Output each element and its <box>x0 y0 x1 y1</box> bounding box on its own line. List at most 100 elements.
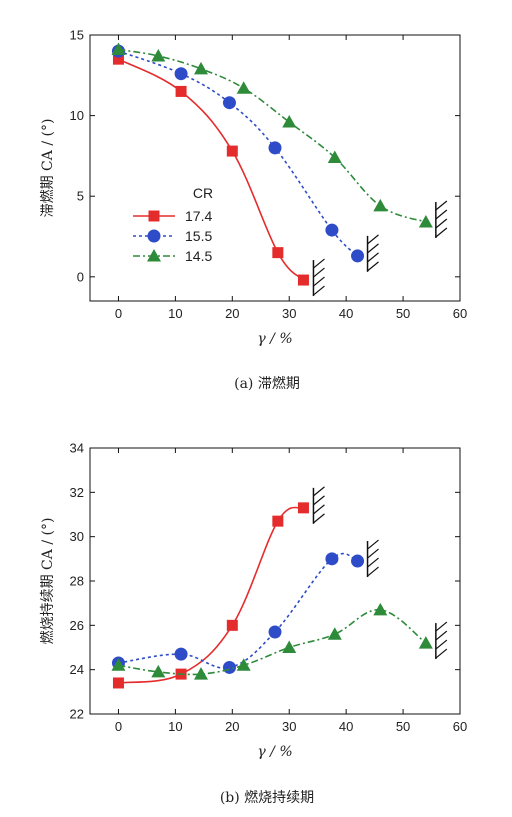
x-tick-label: 0 <box>115 719 122 734</box>
data-point-14-5 <box>194 61 208 75</box>
hatch-tick <box>367 252 379 263</box>
hatch-tick <box>435 227 448 238</box>
x-axis-title: γ / % <box>257 331 292 347</box>
data-point-14-5 <box>282 115 297 128</box>
data-point-14-5 <box>373 602 388 616</box>
series-line-14-5 <box>118 48 427 223</box>
data-point-15-5 <box>268 625 282 639</box>
chart-panel-a: 0 10 20 30 40 50 60 0 5 10 15 γ / % 滞燃期 CA / (°) (a) … <box>39 28 467 393</box>
limit-hatch-15-5 <box>366 539 379 578</box>
y-axis-title: 燃烧持续期 CA / (°) <box>39 518 56 645</box>
data-point-17-4 <box>175 85 187 97</box>
hatch-tick <box>313 486 325 497</box>
hatch-tick <box>435 639 448 650</box>
data-point-14-5 <box>194 667 208 680</box>
hatch-tick <box>367 234 379 245</box>
data-point-14-5 <box>111 658 126 671</box>
x-tick-label: 10 <box>168 306 182 321</box>
hatch-tick <box>313 285 325 296</box>
hatch-tick <box>313 258 325 269</box>
hatch-tick <box>367 243 379 254</box>
data-point-14-5 <box>373 198 388 212</box>
x-tick-label: 10 <box>168 719 182 734</box>
data-point-14-5 <box>327 627 342 640</box>
data-point-17-4 <box>226 619 238 631</box>
x-tick-label: 0 <box>115 306 122 321</box>
data-point-17-4 <box>112 677 124 689</box>
data-point-17-4 <box>112 53 124 65</box>
hatch-tick <box>367 557 379 568</box>
data-point-14-5 <box>418 215 433 228</box>
data-point-17-4 <box>272 515 284 527</box>
x-tick-label: 40 <box>339 306 353 321</box>
limit-hatch-17-4 <box>312 486 325 524</box>
legend-marker <box>148 210 160 222</box>
data-point-15-5 <box>351 554 365 568</box>
hatch-tick <box>367 261 379 272</box>
data-point-15-5 <box>325 552 339 566</box>
y-tick-label: 0 <box>77 269 84 284</box>
hatch-tick <box>435 209 448 220</box>
y-tick-label: 26 <box>70 618 84 633</box>
legend-label: 14.5 <box>185 248 212 264</box>
hatch-tick <box>313 504 325 515</box>
data-point-14-5 <box>282 640 297 653</box>
y-tick-label: 10 <box>70 108 84 123</box>
data-point-17-4 <box>226 145 238 157</box>
series-line-17-4 <box>118 506 304 684</box>
legend-label: 15.5 <box>185 228 212 244</box>
hatch-tick <box>367 548 379 559</box>
legend-title: CR <box>193 185 213 201</box>
y-tick-label: 5 <box>77 189 84 204</box>
data-point-14-5 <box>418 636 433 649</box>
series-line-15-5 <box>118 552 358 669</box>
hatch-tick <box>435 200 448 211</box>
x-tick-label: 40 <box>339 719 353 734</box>
series-line-17-4 <box>118 58 305 281</box>
y-tick-label: 24 <box>70 662 84 677</box>
hatch-tick <box>435 218 448 229</box>
x-tick-label: 20 <box>225 306 239 321</box>
legend-label: 17.4 <box>185 208 212 224</box>
data-point-14-5 <box>236 658 251 671</box>
data-point-15-5 <box>351 249 365 263</box>
data-point-15-5 <box>174 647 188 661</box>
limit-hatch-15-5 <box>366 234 379 272</box>
data-point-14-5 <box>151 664 166 678</box>
data-point-15-5 <box>174 67 188 81</box>
data-point-15-5 <box>222 660 236 674</box>
data-point-17-4 <box>297 274 309 286</box>
chart-caption: (b) 燃烧持续期 <box>220 789 314 806</box>
limit-hatch-17-4 <box>312 258 325 297</box>
hatch-tick <box>435 621 448 632</box>
hatch-tick <box>435 648 448 659</box>
data-point-15-5 <box>222 96 236 110</box>
x-tick-label: 20 <box>225 719 239 734</box>
data-point-14-5 <box>111 42 126 56</box>
x-tick-label: 50 <box>396 306 410 321</box>
data-point-14-5 <box>327 150 342 164</box>
x-tick-label: 60 <box>453 719 467 734</box>
data-point-17-4 <box>297 502 309 514</box>
y-tick-label: 15 <box>70 28 84 43</box>
plot-frame <box>89 34 461 302</box>
x-tick-label: 60 <box>453 306 467 321</box>
chart-caption: (a) 滞燃期 <box>234 375 300 392</box>
hatch-tick <box>367 539 379 550</box>
y-tick-label: 32 <box>70 485 84 500</box>
x-axis-title: γ / % <box>257 744 292 760</box>
data-point-14-5 <box>151 48 166 62</box>
plot-frame <box>89 447 461 715</box>
x-tick-label: 50 <box>396 719 410 734</box>
data-point-15-5 <box>325 223 339 237</box>
data-point-15-5 <box>268 141 282 155</box>
x-tick-label: 30 <box>282 306 296 321</box>
hatch-tick <box>313 513 325 524</box>
series-line-15-5 <box>118 50 359 257</box>
y-tick-label: 30 <box>70 529 84 544</box>
hatch-tick <box>435 630 448 641</box>
hatch-tick <box>367 566 379 577</box>
y-tick-label: 28 <box>70 574 84 589</box>
data-point-17-4 <box>272 247 284 259</box>
